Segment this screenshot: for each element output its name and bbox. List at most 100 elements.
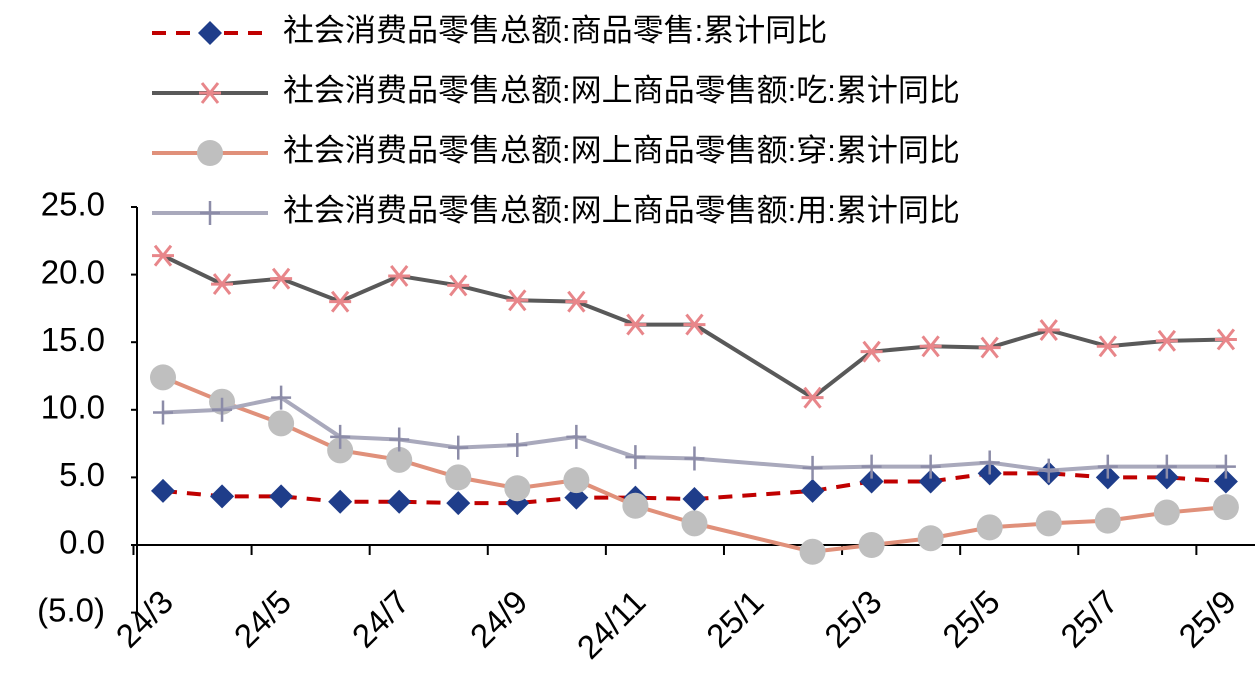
point xyxy=(210,484,235,509)
point xyxy=(564,485,589,510)
point xyxy=(1037,319,1060,341)
point xyxy=(446,491,471,516)
series xyxy=(152,244,1237,409)
point xyxy=(801,386,824,409)
point xyxy=(624,313,647,336)
point xyxy=(387,489,412,514)
legend-item: 社会消费品零售总额:商品零售:累计同比 xyxy=(152,13,827,48)
legend-item: 社会消费品零售总额:网上商品零售额:用:累计同比 xyxy=(152,193,960,228)
point xyxy=(506,289,529,312)
series xyxy=(151,461,1238,516)
point xyxy=(681,510,708,537)
point xyxy=(682,487,707,512)
x-tick-label: 25/7 xyxy=(1053,583,1125,655)
gap-bridge xyxy=(693,322,814,400)
point xyxy=(800,478,825,503)
x-tick-label: 25/3 xyxy=(817,583,889,655)
point xyxy=(802,455,823,480)
point xyxy=(683,313,706,336)
point xyxy=(1035,510,1062,537)
legend-item: 社会消费品零售总额:网上商品零售额:穿:累计同比 xyxy=(152,133,960,168)
point xyxy=(1215,454,1236,479)
legend-item: 社会消费品零售总额:网上商品零售额:吃:累计同比 xyxy=(152,73,960,108)
point xyxy=(684,446,705,471)
point xyxy=(153,400,173,425)
point xyxy=(329,290,352,313)
point xyxy=(1097,454,1118,479)
legend-marker xyxy=(197,140,223,166)
point xyxy=(212,397,233,422)
point xyxy=(565,290,588,313)
point xyxy=(327,437,354,464)
legend-label: 社会消费品零售总额:网上商品零售额:吃:累计同比 xyxy=(283,73,960,108)
point xyxy=(328,489,353,514)
point xyxy=(1214,328,1237,351)
y-tick-label: 25.0 xyxy=(41,186,105,223)
point xyxy=(1038,458,1059,483)
point xyxy=(917,525,944,552)
point xyxy=(330,424,351,449)
point xyxy=(622,492,649,519)
point xyxy=(563,467,590,494)
gap-bridge xyxy=(694,456,813,470)
point xyxy=(151,478,175,503)
point xyxy=(447,274,470,297)
legend-label: 社会消费品零售总额:网上商品零售额:穿:累计同比 xyxy=(283,133,960,168)
point xyxy=(1213,469,1238,494)
point xyxy=(920,454,941,479)
point xyxy=(1156,454,1177,479)
point xyxy=(507,432,528,457)
point xyxy=(918,469,943,494)
point xyxy=(1096,335,1119,358)
point xyxy=(504,475,531,502)
y-tick-label: (5.0) xyxy=(37,591,105,628)
y-tick-label: 5.0 xyxy=(59,456,105,493)
point xyxy=(448,435,469,460)
point xyxy=(269,484,294,509)
point xyxy=(919,335,942,358)
x-tick-label: 25/1 xyxy=(699,583,771,655)
legend-marker xyxy=(198,21,222,45)
point xyxy=(861,454,882,479)
point xyxy=(1094,507,1121,534)
point xyxy=(389,427,410,452)
point xyxy=(1212,494,1239,521)
point xyxy=(625,445,646,470)
point xyxy=(211,273,234,296)
y-tick-label: 15.0 xyxy=(41,321,105,358)
y-tick-label: 10.0 xyxy=(41,389,105,426)
point xyxy=(978,336,1001,359)
point xyxy=(858,532,885,558)
legend-marker xyxy=(199,82,221,104)
point xyxy=(1155,329,1178,352)
series xyxy=(150,364,1239,565)
x-tick-label: 24/5 xyxy=(227,583,299,655)
point xyxy=(445,464,472,491)
y-tick-label: 0.0 xyxy=(59,524,105,561)
legend-marker xyxy=(200,201,220,225)
point xyxy=(979,450,1000,475)
point xyxy=(268,410,295,437)
point xyxy=(271,385,292,410)
point xyxy=(386,446,413,473)
x-tick-label: 24/9 xyxy=(463,583,535,655)
legend-label: 社会消费品零售总额:商品零售:累计同比 xyxy=(283,13,827,48)
point xyxy=(150,364,176,391)
point xyxy=(860,340,883,363)
gap-bridge xyxy=(694,488,813,502)
point xyxy=(270,267,293,290)
point xyxy=(799,538,826,565)
legend-label: 社会消费品零售总额:网上商品零售额:用:累计同比 xyxy=(283,193,960,228)
point xyxy=(859,469,884,494)
point xyxy=(152,244,174,267)
point xyxy=(976,514,1003,541)
point xyxy=(1153,499,1180,526)
x-tick-label: 25/9 xyxy=(1171,583,1243,655)
y-tick-label: 20.0 xyxy=(41,253,105,290)
x-tick-label: 24/11 xyxy=(570,583,653,666)
point xyxy=(388,265,411,287)
x-tick-label: 24/7 xyxy=(345,583,417,655)
gap-bridge xyxy=(693,521,814,554)
x-tick-label: 25/5 xyxy=(935,583,1007,655)
